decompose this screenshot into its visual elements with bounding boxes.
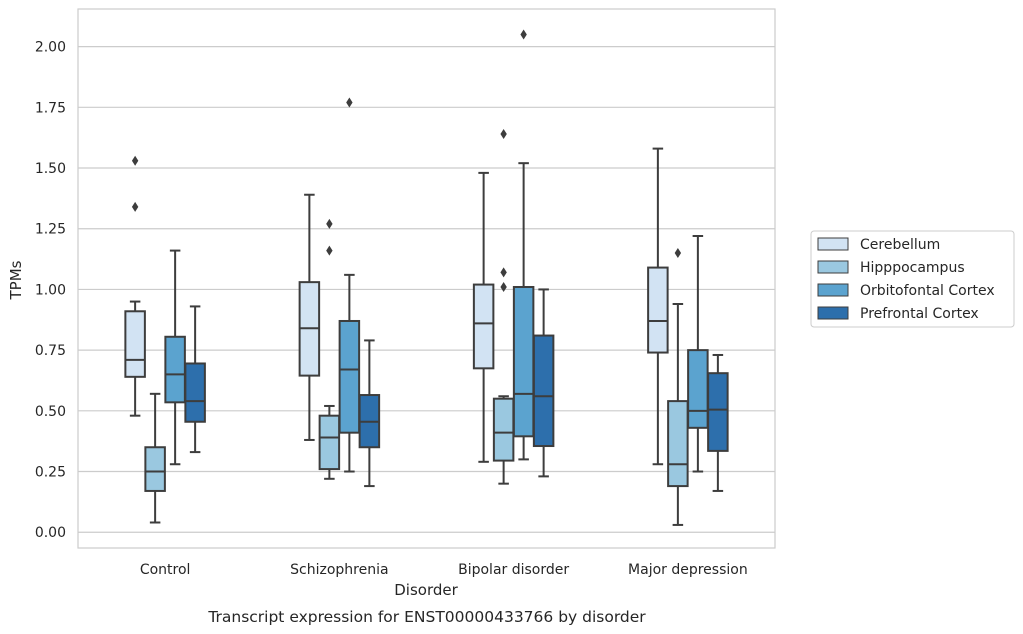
outlier-point [326,218,333,229]
box-body [707,372,729,452]
box [647,147,669,466]
legend-item: Cerebellum [817,237,940,253]
y-tick-label: 2.00 [35,40,66,56]
y-axis-ticks: 0.00 0.25 0.50 0.75 1.00 1.25 1.50 1.75 2.00 [35,40,66,542]
legend-swatch [817,260,849,274]
box [532,288,555,478]
legend-swatch [817,283,849,297]
box-body [318,414,341,471]
y-tick-label: 1.25 [35,222,66,238]
box [472,171,495,463]
legend-frame [810,230,1015,328]
box [707,353,729,492]
outlier-point [326,245,333,256]
box [358,339,381,488]
outlier-point [131,201,139,212]
y-tick-label: 1.00 [35,282,66,298]
y-tick-label: 1.50 [35,161,66,177]
legend-label: Cerebellum [860,237,940,253]
x-tick-label: Bipolar disorder [458,562,569,578]
box [667,248,689,526]
x-tick-label: Schizophrenia [290,562,388,578]
box-body [532,334,555,448]
outlier-point [131,155,139,166]
outlier-point [500,281,507,292]
box [512,29,535,461]
box [144,392,166,524]
legend-swatch [817,237,849,251]
box-body [512,285,535,438]
legend-item: Orbitofontal Cortex [817,283,995,299]
box-body [144,446,166,492]
box-body [164,335,186,404]
plot-area-frame [77,8,776,549]
y-tick-label: 0.50 [35,404,66,420]
box-body [647,266,669,354]
y-tick-label: 0.75 [35,343,66,359]
legend-label: Prefrontal Cortex [860,306,979,322]
box-body [124,310,146,378]
outlier-point [500,267,507,278]
box [687,235,709,473]
box-body [184,362,206,423]
outlier-point [346,97,353,108]
box-body [492,397,515,462]
box [318,218,341,480]
legend-label: Orbitofontal Cortex [860,283,995,299]
series-orbitofontal-cortex [164,29,709,473]
box [298,193,321,441]
series-hipppocampus [144,129,689,526]
legend-item: Prefrontal Cortex [817,306,979,322]
legend-swatch [817,306,849,320]
box-body [472,283,495,370]
x-tick-label: Major depression [628,562,748,578]
box [164,249,186,466]
y-axis-label: TPMs [7,260,25,300]
y-tick-label: 0.00 [35,525,66,541]
outlier-point [520,29,527,40]
box [124,155,146,417]
series-cerebellum [124,147,669,466]
legend: Cerebellum Hipppocampus Orbitofontal Corte… [810,230,1015,328]
box [184,305,206,454]
box-body [338,319,361,434]
series-prefrontal-cortex [184,288,729,492]
box-series-layer [124,29,729,526]
box-body [667,400,689,488]
y-tick-label: 0.25 [35,465,66,481]
outlier-point [500,129,507,140]
box [338,97,361,473]
x-axis-ticks: Control Schizophrenia Bipolar disorder Majo… [140,562,748,578]
x-tick-label: Control [140,562,191,578]
y-tick-label: 1.75 [35,100,66,116]
legend-label: Hipppocampus [860,260,965,276]
x-axis-label: Disorder [394,581,458,599]
box [492,129,515,485]
box-body [687,349,709,429]
chart-caption: Transcript expression for ENST0000043376… [207,608,646,626]
legend-item: Hipppocampus [817,260,965,276]
outlier-point [674,248,682,259]
